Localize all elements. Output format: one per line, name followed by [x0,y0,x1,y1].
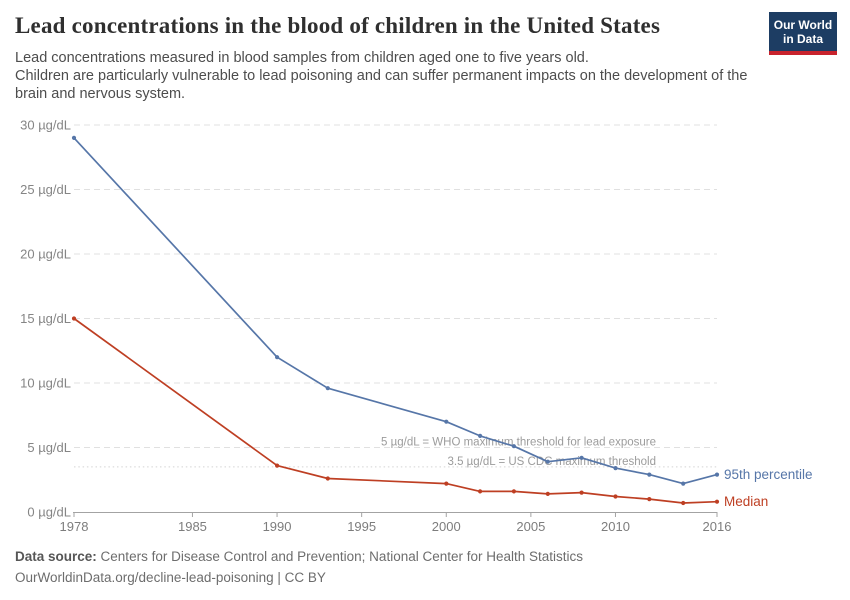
data-point [478,489,483,494]
data-point [478,433,483,438]
subtitle-line: Children are particularly vulnerable to … [15,68,748,102]
data-point [325,476,330,481]
chart-footer: Data source: Centers for Disease Control… [15,546,815,588]
series-line-median [73,317,718,504]
y-tick-label: 5 µg/dL [27,440,71,455]
y-tick-label: 0 µg/dL [27,505,71,520]
chart-subtitle: Lead concentrations measured in blood sa… [15,49,753,103]
data-point [511,444,516,449]
data-point [71,316,77,321]
data-point [613,494,618,499]
data-point [275,463,280,468]
data-point [325,386,330,391]
y-tick-label: 20 µg/dL [20,247,71,262]
data-point [444,481,449,486]
series-end-label: 95th percentile [724,467,813,482]
x-tick-label: 2016 [703,519,732,534]
page-title: Lead concentrations in the blood of chil… [15,13,661,38]
y-tick-label: 30 µg/dL [20,118,71,133]
data-source-line: Data source: Centers for Disease Control… [15,546,815,567]
x-tick-label: 1985 [178,519,207,534]
threshold-label: 5 µg/dL = WHO maximum threshold for lead… [381,437,656,449]
data-point [579,490,584,495]
data-point [714,472,720,477]
owid-logo-line1: Our World [773,18,833,32]
y-tick-label: 10 µg/dL [20,376,71,391]
x-tick-label: 1978 [60,519,89,534]
owid-logo-line2: in Data [782,32,823,46]
data-point [545,491,550,496]
y-tick-label: 25 µg/dL [20,182,71,197]
data-point [647,497,652,502]
x-tick-label: 2010 [601,519,630,534]
data-source-label: Data source: [15,549,97,564]
data-point [511,489,516,494]
owid-logo[interactable]: Our World in Data [769,12,837,55]
data-point [714,499,720,504]
data-point [681,481,686,486]
data-point [71,135,77,140]
data-point [444,419,449,424]
series-end-label: Median [724,494,768,509]
license-line: OurWorldinData.org/decline-lead-poisonin… [15,570,326,585]
data-source-text: Centers for Disease Control and Preventi… [100,549,584,564]
data-point [545,459,550,464]
data-point [681,500,686,506]
data-point [613,466,618,471]
x-tick-label: 1995 [347,519,376,534]
data-point [579,455,584,460]
series-line-95th-percentile [73,137,718,485]
x-tick-label: 2005 [516,519,545,534]
data-point [275,355,280,360]
y-tick-label: 15 µg/dL [20,311,71,326]
x-tick-label: 1990 [263,519,292,534]
data-point [647,472,652,477]
x-tick-label: 2000 [432,519,461,534]
subtitle-line: Lead concentrations measured in blood sa… [15,50,589,66]
